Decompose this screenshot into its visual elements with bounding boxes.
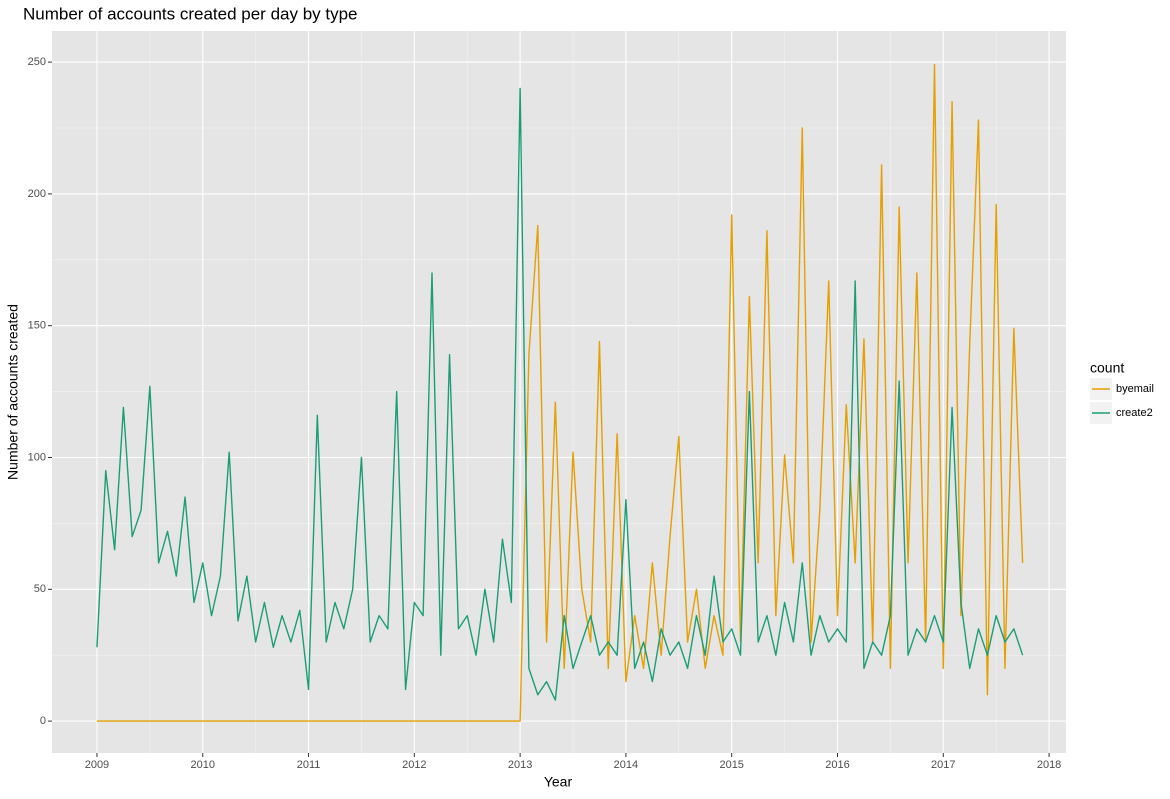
legend-title: count [1090, 360, 1124, 376]
lines [96, 64, 1024, 722]
x-tick-label: 2015 [719, 759, 743, 771]
y-axis-label: Number of accounts created [5, 304, 21, 480]
y-tick-label: 0 [40, 715, 46, 727]
y-tick-label: 200 [28, 188, 46, 200]
x-tick-label: 2014 [614, 759, 638, 771]
x-tick-label: 2013 [508, 759, 532, 771]
y-tick-label: 100 [28, 451, 46, 463]
x-tick-label: 2010 [191, 759, 215, 771]
legend-label: byemail [1116, 383, 1154, 395]
chart-title: Number of accounts created per day by ty… [23, 4, 358, 23]
y-tick-label: 50 [34, 583, 46, 595]
x-tick-label: 2017 [931, 759, 955, 771]
plot-panel [52, 31, 1066, 753]
x-tick-label: 2009 [85, 759, 109, 771]
x-tick-label: 2016 [825, 759, 849, 771]
grid [52, 31, 1066, 753]
legend-label: create2 [1116, 407, 1153, 419]
x-tick-label: 2018 [1037, 759, 1061, 771]
x-axis-label: Year [544, 774, 573, 790]
x-tick-label: 2011 [297, 759, 321, 771]
series-line [96, 64, 1024, 722]
y-tick-label: 250 [28, 56, 46, 68]
series-line [96, 87, 1024, 701]
x-tick-label: 2012 [402, 759, 426, 771]
axes: 0 50 100 150 200 250 2009 2010 2011 2012 2013 2014 2… [28, 56, 1062, 771]
y-tick-label: 150 [28, 320, 46, 332]
legend: count byemail create2 [1090, 360, 1154, 424]
